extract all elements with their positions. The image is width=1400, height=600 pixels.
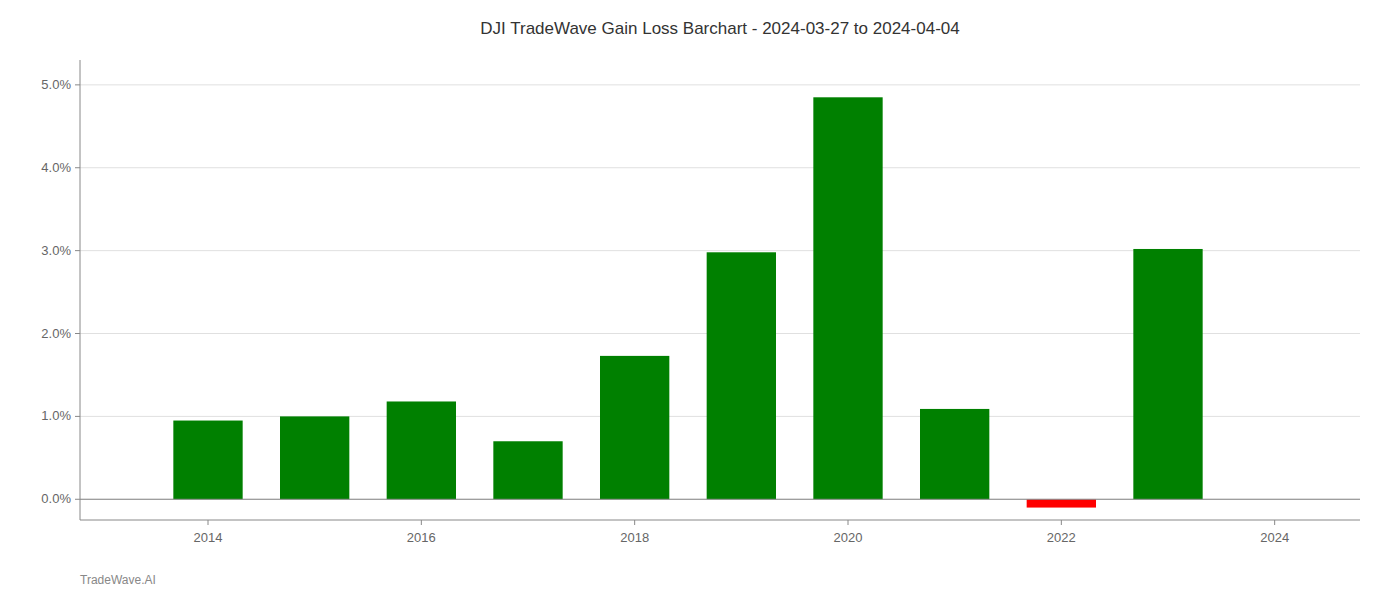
y-tick-label: 3.0%: [41, 243, 71, 258]
bar: [280, 416, 349, 499]
bar: [173, 421, 242, 500]
grid-line: [80, 167, 1360, 168]
x-tick-label: 2016: [407, 530, 436, 545]
bar: [1133, 249, 1202, 499]
bar: [493, 441, 562, 499]
bar: [813, 97, 882, 499]
page: {"chart_data": { "type": "bar", "title":…: [0, 0, 1400, 600]
bar: [387, 401, 456, 499]
y-tick-label: 1.0%: [41, 408, 71, 423]
x-tick-label: 2020: [834, 530, 863, 545]
y-axis-line: [80, 60, 81, 520]
x-tick-label: 2024: [1260, 530, 1289, 545]
y-tick: [75, 416, 80, 417]
x-axis: 2014 2016 2018 2020 2022 2024: [80, 520, 1360, 545]
x-tick-label: 2014: [194, 530, 223, 545]
y-tick-label: 0.0%: [41, 491, 71, 506]
y-tick: [75, 333, 80, 334]
bar: [707, 252, 776, 499]
x-tick: [1061, 520, 1062, 525]
y-tick-label: 4.0%: [41, 160, 71, 175]
x-tick-label: 2018: [620, 530, 649, 545]
grid-line: [80, 84, 1360, 85]
y-tick-label: 5.0%: [41, 77, 71, 92]
x-tick: [421, 520, 422, 525]
x-tick: [634, 520, 635, 525]
x-tick-label: 2022: [1047, 530, 1076, 545]
chart: 0.0% 1.0% 2.0% 3.0% 4.0% 5.0% 2014 2016 2018 2020…: [0, 0, 1400, 600]
y-tick: [75, 84, 80, 85]
bar: [920, 409, 989, 499]
x-tick: [208, 520, 209, 525]
bar: [600, 356, 669, 499]
bars: [173, 97, 1202, 507]
annotation: TradeWave.AI: [80, 573, 156, 587]
zero-line: [80, 499, 1360, 500]
y-tick-label: 2.0%: [41, 326, 71, 341]
y-tick: [75, 499, 80, 500]
title: DJI TradeWave Gain Loss Barchart - 2024-…: [480, 19, 959, 38]
y-axis: 0.0% 1.0% 2.0% 3.0% 4.0% 5.0%: [41, 60, 80, 520]
x-tick: [848, 520, 849, 525]
x-axis-line: [80, 520, 1360, 521]
bar: [1027, 499, 1096, 507]
y-tick: [75, 250, 80, 251]
grid-line: [80, 499, 1360, 500]
x-tick: [1274, 520, 1275, 525]
grid: [80, 85, 1360, 499]
y-tick: [75, 167, 80, 168]
